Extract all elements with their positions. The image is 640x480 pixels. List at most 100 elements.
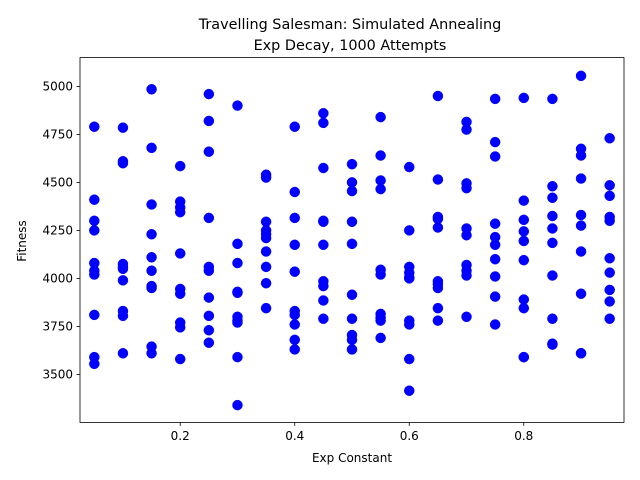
data-point — [547, 93, 558, 105]
data-point — [489, 218, 501, 229]
y-tick-label: 3500 — [42, 368, 73, 382]
y-axis-label: Fitness — [15, 220, 29, 262]
x-axis: 0.2 0.4 0.6 0.8 — [171, 422, 533, 443]
data-point — [404, 273, 415, 284]
x-tick-label: 0.2 — [171, 429, 190, 443]
data-point — [604, 267, 615, 278]
data-point — [547, 223, 558, 234]
data-point — [404, 319, 415, 330]
data-point — [547, 180, 558, 192]
data-point — [575, 209, 587, 221]
data-point — [489, 271, 501, 282]
data-point — [289, 212, 300, 224]
data-point — [318, 239, 329, 251]
data-point — [203, 310, 215, 322]
data-point — [174, 322, 186, 333]
data-point — [518, 226, 530, 237]
data-point — [489, 319, 501, 330]
data-point — [260, 172, 272, 183]
data-point — [89, 225, 100, 236]
data-point — [289, 344, 300, 355]
data-point — [489, 93, 501, 105]
data-point — [232, 351, 243, 363]
data-point — [174, 353, 186, 365]
data-point — [89, 121, 100, 132]
data-point — [346, 289, 358, 300]
y-tick-label: 4750 — [42, 128, 73, 142]
data-point — [89, 269, 100, 280]
data-point — [318, 162, 329, 174]
data-point — [318, 117, 329, 129]
data-point — [89, 358, 100, 370]
data-point — [117, 263, 129, 275]
x-tick-label: 0.4 — [285, 429, 304, 443]
data-point — [575, 288, 587, 300]
data-point — [318, 313, 329, 324]
data-point — [146, 252, 157, 263]
data-point — [232, 317, 243, 328]
data-point — [489, 136, 501, 148]
plot-frame — [79, 57, 625, 423]
data-point — [203, 265, 215, 276]
data-point — [461, 270, 472, 281]
data-point — [203, 337, 215, 348]
data-point — [289, 319, 300, 330]
x-tick-label: 0.8 — [514, 429, 533, 443]
data-point — [232, 399, 243, 411]
data-point — [146, 199, 157, 210]
data-point — [146, 228, 157, 240]
data-point — [432, 302, 444, 314]
data-point — [232, 238, 243, 250]
data-point — [289, 121, 300, 132]
data-point — [489, 291, 501, 302]
data-point — [289, 334, 300, 346]
data-point — [404, 353, 415, 365]
data-point — [432, 222, 444, 233]
data-point — [346, 334, 358, 346]
x-axis-label: Exp Constant — [312, 451, 392, 465]
data-point — [461, 311, 472, 323]
data-point — [604, 215, 615, 227]
data-point — [318, 280, 329, 292]
data-point — [289, 309, 300, 321]
data-point — [575, 220, 587, 231]
data-point — [461, 182, 472, 194]
data-point — [146, 348, 157, 359]
y-tick-label: 4000 — [42, 272, 73, 286]
data-point — [518, 302, 530, 314]
data-point — [575, 173, 587, 184]
data-point — [203, 146, 215, 157]
data-point — [174, 248, 186, 259]
data-point — [260, 277, 272, 289]
data-point — [346, 313, 358, 324]
data-point — [375, 183, 386, 195]
y-axis: 3500 3750 4000 4250 4500 4750 5000 — [42, 80, 80, 382]
data-point — [489, 239, 501, 251]
y-tick-label: 5000 — [42, 80, 73, 94]
data-point — [89, 194, 100, 205]
data-point — [203, 88, 215, 100]
x-tick-label: 0.6 — [400, 429, 419, 443]
data-point — [117, 348, 129, 359]
data-point — [203, 324, 215, 336]
data-point — [232, 100, 243, 111]
data-point — [203, 292, 215, 303]
data-point — [260, 261, 272, 273]
data-point — [375, 111, 386, 123]
data-point — [604, 284, 615, 296]
data-point — [346, 238, 358, 250]
data-point — [318, 108, 329, 119]
data-point — [604, 252, 615, 264]
data-point — [404, 225, 415, 236]
data-point — [260, 232, 272, 244]
data-point — [203, 212, 215, 224]
data-point — [375, 150, 386, 161]
data-point — [289, 239, 300, 251]
data-point — [518, 195, 530, 206]
data-point — [604, 313, 615, 324]
data-point — [547, 192, 558, 204]
data-point — [146, 84, 157, 95]
data-point — [404, 385, 415, 396]
data-point — [432, 174, 444, 185]
